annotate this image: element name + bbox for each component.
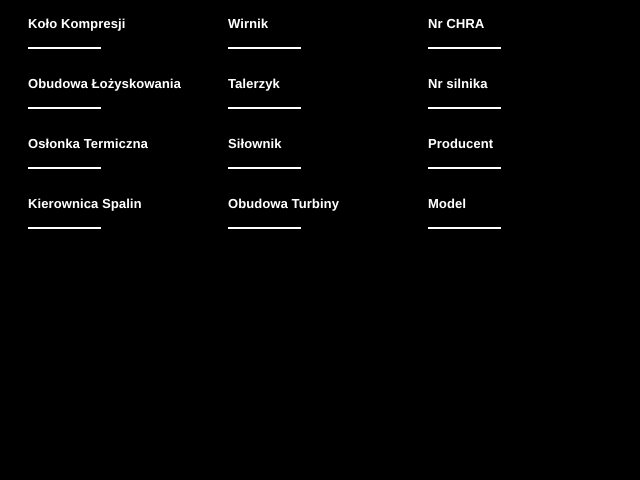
field-underline[interactable] — [228, 167, 301, 169]
field-label: Siłownik — [228, 136, 282, 151]
field-underline[interactable] — [28, 47, 101, 49]
field-underline[interactable] — [28, 107, 101, 109]
field-label: Koło Kompresji — [28, 16, 126, 31]
field-label: Osłonka Termiczna — [28, 136, 148, 151]
form-field-nr-silnika[interactable]: Nr silnika — [428, 74, 501, 134]
field-label: Model — [428, 196, 467, 211]
field-underline[interactable] — [428, 47, 501, 49]
form-field-kierownica-spalin[interactable]: Kierownica Spalin — [28, 194, 142, 254]
field-underline[interactable] — [428, 167, 501, 169]
form-field-nr-chra[interactable]: Nr CHRA — [428, 14, 501, 74]
field-underline[interactable] — [228, 107, 301, 109]
field-underline[interactable] — [28, 167, 101, 169]
form-field-obudowa-turbiny[interactable]: Obudowa Turbiny — [228, 194, 339, 254]
field-underline[interactable] — [228, 227, 301, 229]
form-field-obudowa-lozyskowania[interactable]: Obudowa Łożyskowania — [28, 74, 181, 134]
field-underline[interactable] — [28, 227, 101, 229]
form-field-oslonka-termiczna[interactable]: Osłonka Termiczna — [28, 134, 148, 194]
form-field-producent[interactable]: Producent — [428, 134, 501, 194]
field-underline[interactable] — [428, 227, 501, 229]
field-label: Producent — [428, 136, 494, 151]
field-label: Kierownica Spalin — [28, 196, 142, 211]
field-underline[interactable] — [228, 47, 301, 49]
form-field-talerzyk[interactable]: Talerzyk — [228, 74, 301, 134]
field-label: Nr CHRA — [428, 16, 485, 31]
form-field-silownik[interactable]: Siłownik — [228, 134, 301, 194]
field-label: Obudowa Łożyskowania — [28, 76, 181, 91]
field-underline[interactable] — [428, 107, 501, 109]
field-label: Wirnik — [228, 16, 269, 31]
field-label: Talerzyk — [228, 76, 280, 91]
field-label: Obudowa Turbiny — [228, 196, 340, 211]
field-label: Nr silnika — [428, 76, 488, 91]
form-field-wirnik[interactable]: Wirnik — [228, 14, 301, 74]
form-field-grid: Koło Kompresji Wirnik Nr CHRA Obudowa Ło… — [28, 14, 528, 254]
form-field-model[interactable]: Model — [428, 194, 501, 254]
form-field-kolo-kompresji[interactable]: Koło Kompresji — [28, 14, 125, 74]
